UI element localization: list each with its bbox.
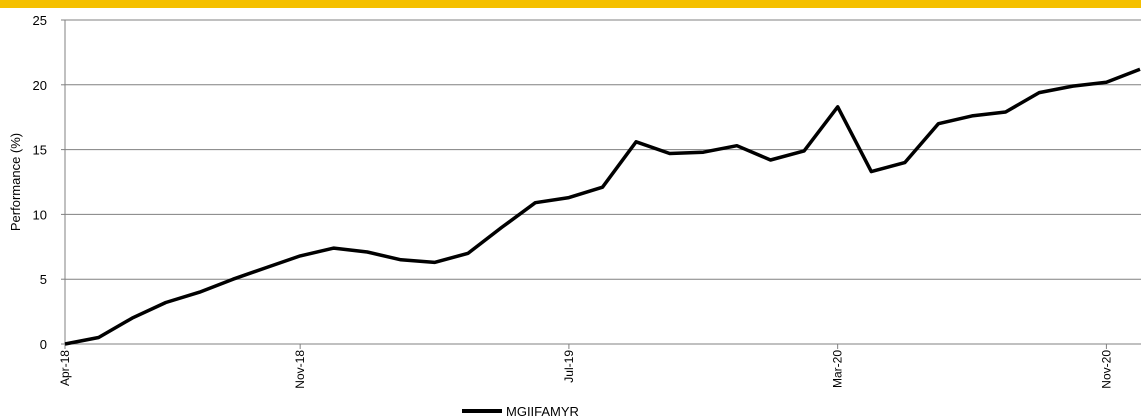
legend: MGIIFAMYR <box>462 404 579 419</box>
x-tick-label: Mar-20 <box>831 350 845 388</box>
y-tick-label: 25 <box>33 13 47 28</box>
x-tick-label: Nov-18 <box>293 350 307 389</box>
series-line-mgiifamyr <box>64 67 1141 346</box>
y-tick-label: 5 <box>40 272 47 287</box>
y-tick-label: 15 <box>33 143 47 158</box>
top-accent-bar <box>0 0 1141 8</box>
y-tick-label: 0 <box>40 337 47 352</box>
x-tick-label: Nov-20 <box>1099 350 1113 389</box>
gridlines <box>65 19 1141 345</box>
legend-label: MGIIFAMYR <box>506 404 579 419</box>
x-axis-ticks: Apr-18 Nov-18 Jul-19 Mar-20 Nov-20 <box>58 344 1113 389</box>
y-axis-ticks: 0 5 10 15 20 25 <box>33 13 65 352</box>
x-tick-label: Apr-18 <box>58 350 72 386</box>
y-tick-label: 10 <box>33 207 47 222</box>
y-tick-label: 20 <box>33 78 47 93</box>
x-tick-label: Jul-19 <box>562 350 576 383</box>
y-axis-label: Performance (%) <box>8 133 23 231</box>
